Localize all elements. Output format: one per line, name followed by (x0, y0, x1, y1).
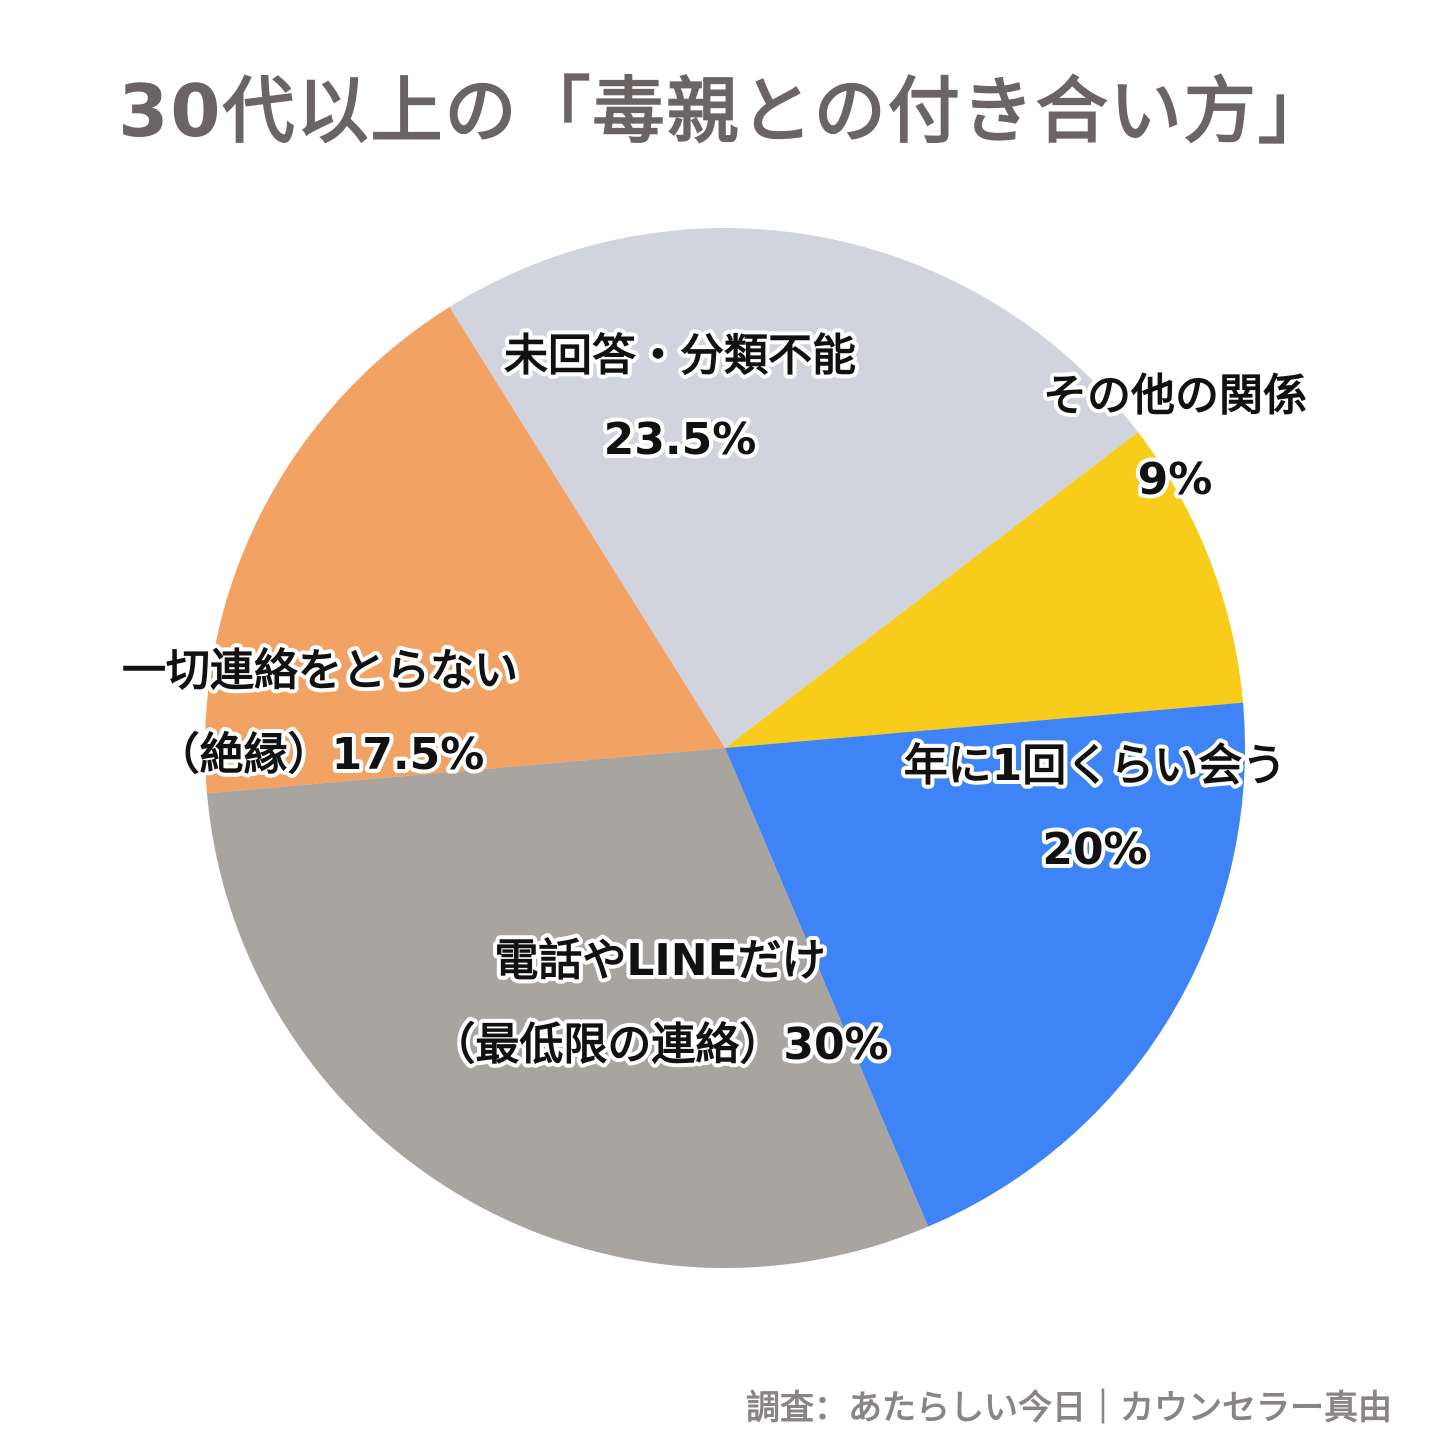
pie-slice-3 (206, 748, 929, 1268)
slice-label-line: （絶縁）17.5% (156, 729, 485, 780)
slice-label-line: （最低限の連絡）30% (431, 1019, 888, 1070)
slice-label-line: 20% (1042, 824, 1147, 875)
slice-label-line: 9% (1138, 454, 1213, 505)
pie-slice-4 (205, 307, 725, 794)
slice-label-3: 電話やLINEだけ （最低限の連絡）30% (431, 935, 888, 1070)
pie-slice-2 (725, 702, 1245, 1227)
slice-label-1: その他の関係 9% (1043, 370, 1307, 505)
slice-label-line: 23.5% (604, 414, 757, 465)
slice-label-0: 未回答・分類不能 23.5% (504, 330, 856, 465)
chart-title: 30代以上の「毒親との付き合い方」 (118, 69, 1332, 153)
pie-slice-1 (725, 432, 1244, 748)
pie-slice-0 (449, 227, 1139, 749)
slice-label-line: 一切連絡をとらない (122, 645, 518, 696)
slice-label-2: 年に1回くらい会う 20% (904, 740, 1287, 875)
slice-label-line: 年に1回くらい会う (904, 740, 1287, 791)
slice-label-line: 電話やLINEだけ (494, 935, 825, 986)
slice-label-4: 一切連絡をとらない （絶縁）17.5% (122, 645, 518, 780)
slice-label-line: その他の関係 (1043, 370, 1307, 421)
source-credit: 調査：あたらしい今日｜カウンセラー真由 (746, 1388, 1392, 1428)
slice-label-line: 未回答・分類不能 (504, 330, 856, 381)
